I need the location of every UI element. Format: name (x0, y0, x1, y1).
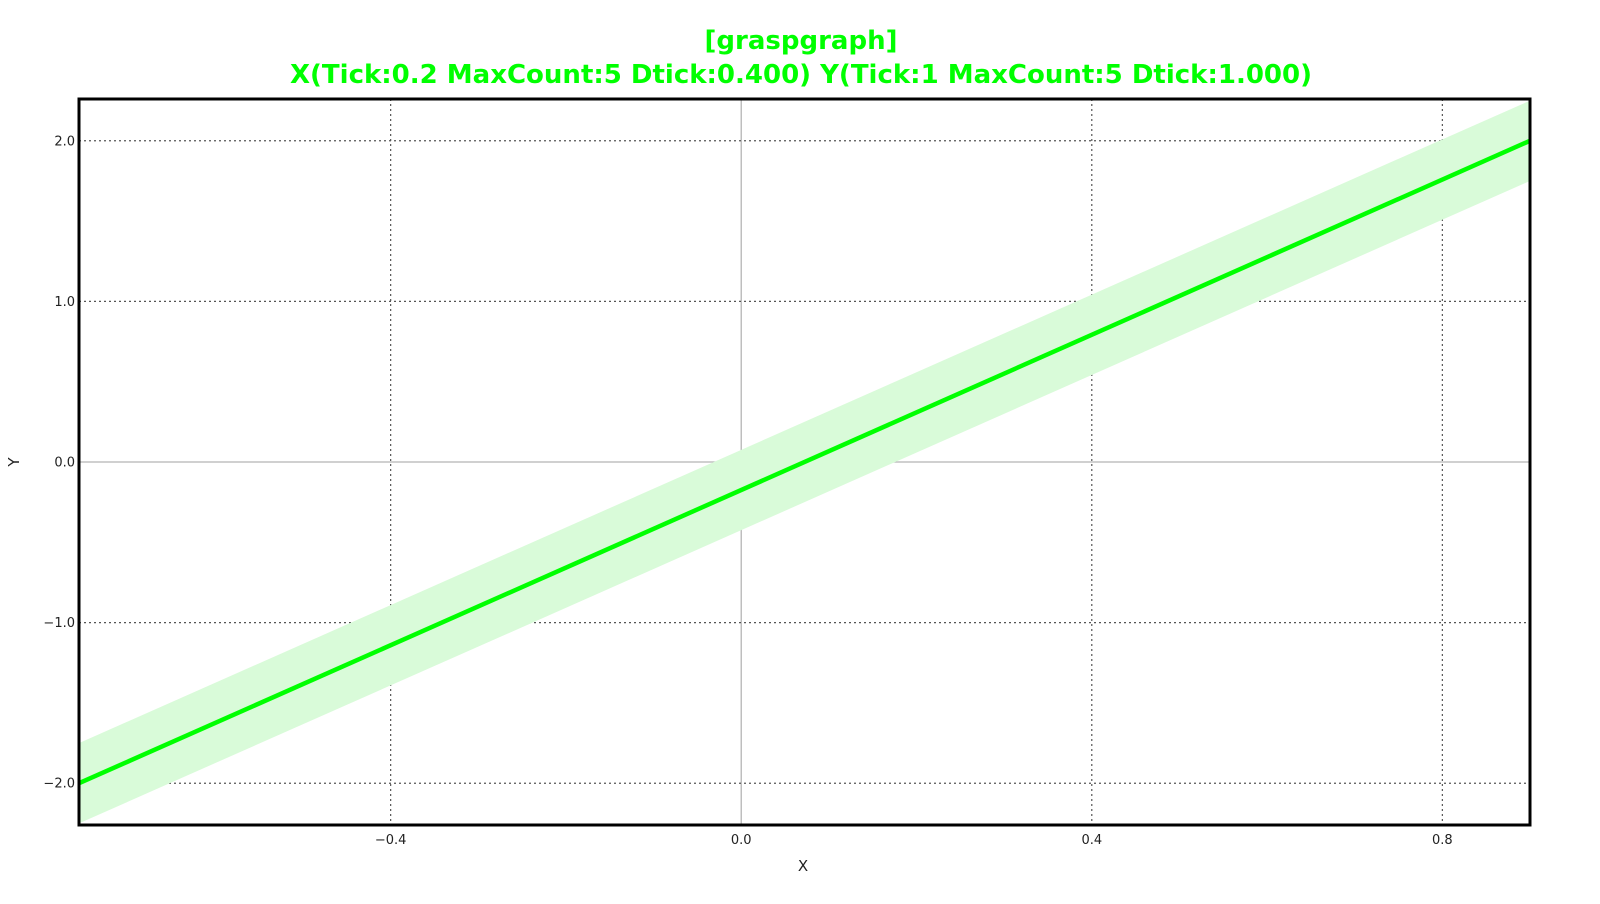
y-tick-label: −2.0 (43, 777, 75, 792)
series-line-0 (79, 138, 1530, 786)
x-tick-label: 0.4 (1081, 833, 1102, 848)
y-tick-label: 2.0 (54, 134, 75, 149)
chart-title: [graspgraph] (705, 26, 898, 56)
x-tick-label: −0.4 (375, 833, 407, 848)
x-axis-title: X (798, 857, 808, 875)
chart-subtitle: X(Tick:0.2 MaxCount:5 Dtick:0.400) Y(Tic… (290, 60, 1312, 90)
x-tick-label: 0.0 (731, 833, 752, 848)
y-tick-label: −1.0 (43, 616, 75, 631)
plot-frame (77, 97, 1532, 827)
y-tick-label: 0.0 (54, 456, 75, 471)
y-axis-title: Y (5, 457, 23, 468)
y-tick-label: 1.0 (54, 295, 75, 310)
plot-area: −0.4 0.0 0.4 0.8 −2.0 −1.0 0.0 1.0 2.0 (43, 97, 1532, 848)
x-tick-label: 0.8 (1432, 833, 1453, 848)
